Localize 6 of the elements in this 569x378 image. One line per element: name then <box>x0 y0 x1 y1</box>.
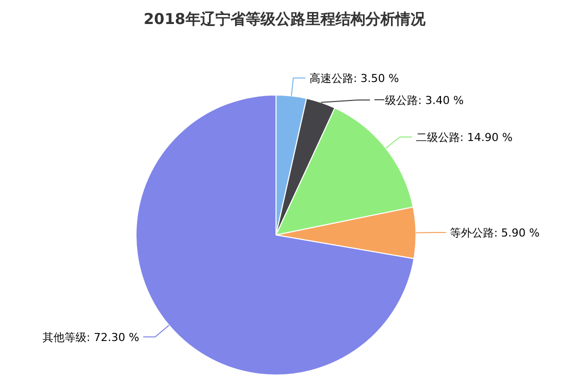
chart-title: 2018年辽宁省等级公路里程结构分析情况 <box>144 10 426 28</box>
slice-label: 其他等级: 72.30 % <box>42 330 140 344</box>
slice-label: 高速公路: 3.50 % <box>309 72 399 85</box>
slice-label: 等外公路: 5.90 % <box>450 226 540 240</box>
slice-label: 一级公路: 3.40 % <box>374 94 464 107</box>
slice-label: 二级公路: 14.90 % <box>416 130 513 144</box>
